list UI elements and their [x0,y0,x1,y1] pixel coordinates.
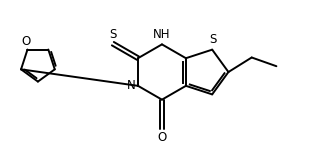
Text: NH: NH [153,28,171,41]
Text: O: O [157,131,166,144]
Text: N: N [126,79,135,92]
Text: S: S [209,34,216,46]
Text: S: S [109,28,117,41]
Text: O: O [22,35,31,48]
